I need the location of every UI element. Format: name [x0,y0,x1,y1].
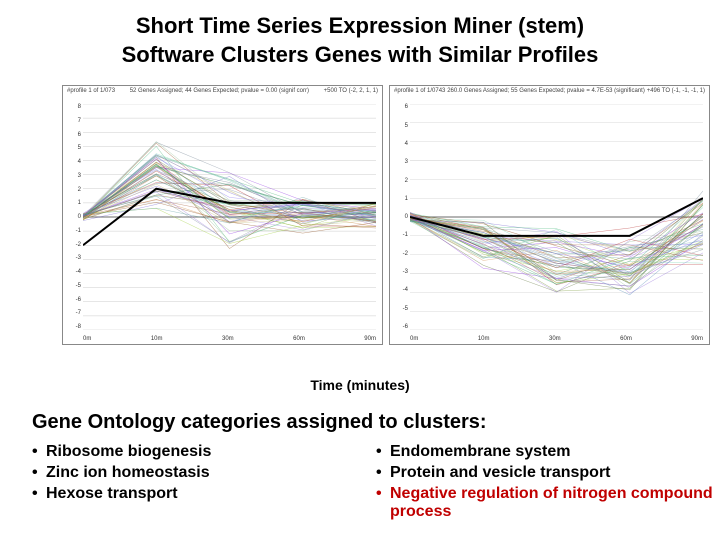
left-xticks: 0m10m30m60m90m [83,336,376,342]
right-yticks: 6543210-1-2-3-4-5-6 [392,104,408,330]
bullet-item: Endomembrane system [376,443,720,461]
bullets-right-col: Endomembrane system Protein and vesicle t… [376,440,720,524]
right-plot [410,104,703,330]
left-yticks: 876543210-1-2-3-4-5-6-7-8 [65,104,81,330]
x-axis-label: Time (minutes) [0,377,720,393]
left-panel-header-left: #profile 1 of 1/073 [67,88,115,94]
bullet-item: Hexose transport [32,485,376,503]
left-panel: #profile 1 of 1/073 52 Genes Assigned; 4… [62,85,383,345]
right-panel: #profile 1 of 1/0743 260.0 Genes Assigne… [389,85,710,345]
right-panel-header-left: #profile 1 of 1/0743 [394,88,445,94]
chart-area: Expression (log2 fold change) #profile 1… [8,85,720,365]
left-panel-header-mid: 52 Genes Assigned; 44 Genes Expected; pv… [130,88,309,94]
ontology-heading: Gene Ontology categories assigned to clu… [32,411,720,434]
title-line-2: Software Clusters Genes with Similar Pro… [40,41,680,70]
left-plot [83,104,376,330]
left-panel-header-right: +500 TO (-2, 2, 1, 1) [324,88,378,94]
bullets-left-col: Ribosome biogenesis Zinc ion homeostasis H… [32,440,376,524]
bullet-item: Zinc ion homeostasis [32,464,376,482]
bullet-item: Ribosome biogenesis [32,443,376,461]
right-panel-header-mid: 260.0 Genes Assigned; 55 Genes Expected;… [447,88,645,94]
title-line-1: Short Time Series Expression Miner (stem… [40,12,680,41]
right-xticks: 0m10m30m60m90m [410,336,703,342]
bullet-item: Negative regulation of nitrogen compound… [376,485,720,521]
page-title: Short Time Series Expression Miner (stem… [0,0,720,77]
bullets-row: Ribosome biogenesis Zinc ion homeostasis H… [32,440,720,524]
chart-panels: #profile 1 of 1/073 52 Genes Assigned; 4… [62,85,710,345]
right-panel-header-right: +496 TO (-1, -1, -1, 1) [647,88,705,94]
bullet-item: Protein and vesicle transport [376,464,720,482]
left-panel-header: #profile 1 of 1/073 52 Genes Assigned; 4… [67,88,378,94]
right-panel-header: #profile 1 of 1/0743 260.0 Genes Assigne… [394,88,705,94]
